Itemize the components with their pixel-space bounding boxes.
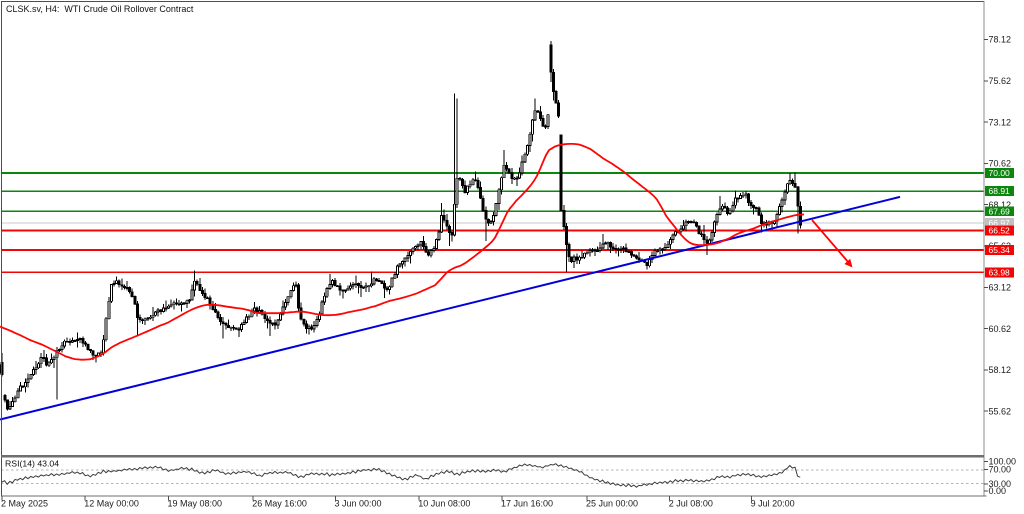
svg-text:100.00: 100.00: [989, 457, 1017, 467]
svg-text:73.12: 73.12: [989, 117, 1012, 127]
svg-text:65.34: 65.34: [989, 245, 1011, 255]
svg-text:70.62: 70.62: [989, 159, 1012, 169]
svg-text:2 Jul 08:00: 2 Jul 08:00: [669, 499, 713, 509]
svg-text:66.52: 66.52: [989, 226, 1011, 236]
svg-text:68.91: 68.91: [989, 186, 1011, 196]
svg-text:67.69: 67.69: [989, 206, 1011, 216]
svg-text:66.97: 66.97: [989, 218, 1011, 228]
svg-text:78.12: 78.12: [989, 35, 1012, 45]
svg-text:26 May 16:00: 26 May 16:00: [252, 499, 307, 509]
svg-text:60.62: 60.62: [989, 324, 1012, 334]
svg-text:68.12: 68.12: [989, 200, 1012, 210]
svg-text:30.00: 30.00: [989, 479, 1012, 489]
svg-text:63.12: 63.12: [989, 283, 1012, 293]
svg-text:55.62: 55.62: [989, 406, 1012, 416]
svg-text:17 Jun 16:00: 17 Jun 16:00: [501, 499, 553, 509]
svg-text:12 May 00:00: 12 May 00:00: [84, 499, 139, 509]
svg-text:10 Jun 08:00: 10 Jun 08:00: [418, 499, 470, 509]
svg-text:3 Jun 00:00: 3 Jun 00:00: [335, 499, 382, 509]
svg-text:58.12: 58.12: [989, 365, 1012, 375]
svg-text:19 May 08:00: 19 May 08:00: [168, 499, 223, 509]
svg-text:0.00: 0.00: [989, 486, 1007, 496]
svg-text:2 May 2025: 2 May 2025: [1, 499, 48, 509]
svg-text:63.98: 63.98: [989, 268, 1011, 278]
svg-text:RSI(14) 43.04: RSI(14) 43.04: [5, 459, 59, 469]
svg-text:70.00: 70.00: [989, 168, 1011, 178]
svg-text:70.00: 70.00: [989, 465, 1012, 475]
svg-text:25 Jun 00:00: 25 Jun 00:00: [586, 499, 638, 509]
svg-text:75.62: 75.62: [989, 76, 1012, 86]
svg-text:CLSK.sv, H4: WTI Crude Oil Ro: CLSK.sv, H4: WTI Crude Oil Rollover Cont…: [6, 4, 194, 14]
svg-text:9 Jul 20:00: 9 Jul 20:00: [751, 499, 795, 509]
